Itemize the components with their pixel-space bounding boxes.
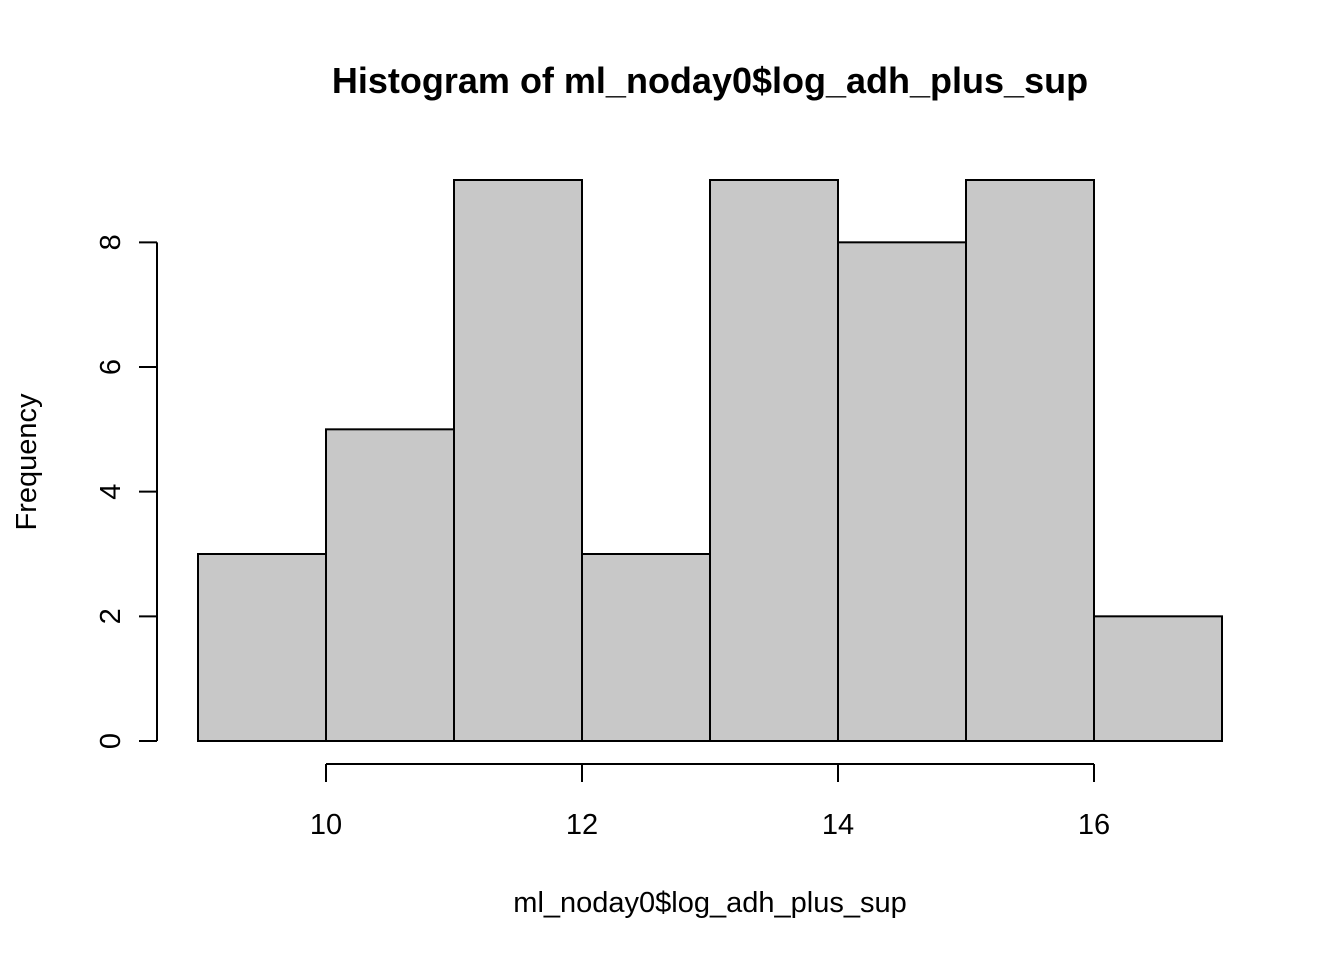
y-axis-label: Frequency — [11, 393, 43, 531]
x-axis-label: ml_noday0$log_adh_plus_sup — [513, 887, 906, 919]
y-axis-ticks: 0 2 4 6 8 — [95, 234, 157, 749]
x-tick-label: 16 — [1078, 809, 1110, 841]
y-tick-label: 6 — [95, 359, 127, 375]
chart-title: Histogram of ml_noday0$log_adh_plus_sup — [332, 60, 1088, 101]
histogram-bar — [325, 428, 455, 742]
y-tick-label: 8 — [95, 234, 127, 250]
x-tick-label: 12 — [566, 809, 598, 841]
x-tick-label: 14 — [822, 809, 854, 841]
histogram-bar — [581, 553, 711, 742]
histogram-bar — [197, 553, 327, 742]
histogram-bar — [1093, 615, 1223, 742]
y-tick-label: 2 — [95, 608, 127, 624]
histogram-bar — [837, 241, 967, 742]
y-tick-label: 0 — [95, 733, 127, 749]
x-axis-ticks: 10 12 14 16 — [310, 764, 1110, 841]
histogram-bar — [453, 179, 583, 742]
histogram-bar — [709, 179, 839, 742]
x-tick-label: 10 — [310, 809, 342, 841]
y-tick-label: 4 — [95, 484, 127, 500]
bars-group — [197, 179, 1223, 742]
histogram-bar — [965, 179, 1095, 742]
